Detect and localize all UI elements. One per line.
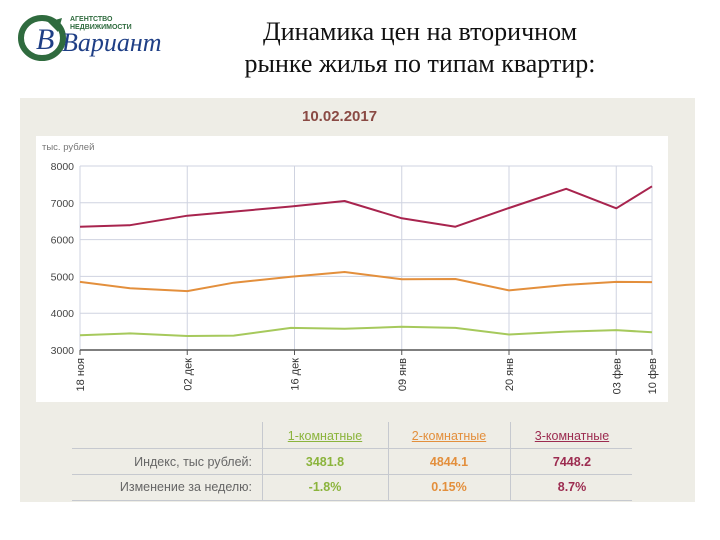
logo: B АГЕНТСТВО НЕДВИЖИМОСТИ Вариант bbox=[18, 12, 162, 62]
svg-text:B: B bbox=[36, 23, 54, 56]
plot-background bbox=[36, 136, 668, 402]
y-tick-label: 6000 bbox=[51, 235, 75, 247]
cell-change-1room: -1.8% bbox=[308, 480, 342, 494]
cell-change-2room: 0.15% bbox=[431, 480, 467, 494]
logo-tag: АГЕНТСТВО НЕДВИЖИМОСТИ bbox=[70, 16, 132, 31]
x-tick-label: 20 янв bbox=[504, 358, 516, 391]
series-line-3 bbox=[79, 185, 653, 228]
cell-index-3room: 7448.2 bbox=[552, 455, 592, 469]
x-tick-label: 10 фев bbox=[647, 358, 659, 394]
y-tick-label: 5000 bbox=[51, 271, 75, 283]
table-divider bbox=[72, 500, 632, 501]
cell-index-1room: 3481.8 bbox=[305, 455, 345, 469]
y-tick-label: 4000 bbox=[51, 308, 75, 320]
x-tick-label: 09 янв bbox=[397, 358, 409, 391]
table-header-1room: 1-комнатные bbox=[287, 429, 363, 443]
row-label-change: Изменение за неделю: bbox=[119, 480, 252, 494]
logo-name: Вариант bbox=[62, 28, 162, 57]
table-header-2room: 2-комнатные bbox=[411, 429, 487, 443]
price-line-chart: 3000 4000 5000 6000 7000 8000 18 ноя 02 дек 16 д… bbox=[36, 136, 668, 402]
slide-title: Динамика цен на вторичном рынке жилья по… bbox=[170, 16, 670, 80]
chart-date: 10.02.2017 bbox=[302, 108, 378, 125]
x-tick-label: 03 фев bbox=[611, 358, 623, 394]
slide-title-line1: Динамика цен на вторичном bbox=[262, 17, 578, 46]
table-divider bbox=[510, 422, 511, 500]
row-label-index: Индекс, тыс рублей: bbox=[134, 455, 252, 469]
x-tick-label: 16 дек bbox=[290, 358, 302, 391]
y-axis-label: тыс. рублей bbox=[42, 142, 94, 153]
summary-table: 1-комнатные 2-комнатные 3-комнатные Инде… bbox=[72, 418, 632, 502]
table-header-3room: 3-комнатные bbox=[534, 429, 610, 443]
x-tick-label: 18 ноя bbox=[75, 358, 87, 391]
x-tick-label: 02 дек bbox=[182, 358, 194, 391]
table-divider bbox=[72, 448, 632, 449]
table-divider bbox=[72, 474, 632, 475]
cell-index-2room: 4844.1 bbox=[429, 455, 469, 469]
cell-change-3room: 8.7% bbox=[557, 480, 587, 494]
y-tick-label: 3000 bbox=[51, 345, 75, 357]
series-line-1 bbox=[79, 325, 653, 337]
y-tick-label: 8000 bbox=[51, 161, 75, 173]
logo-mark-icon: B bbox=[18, 15, 66, 61]
table-divider bbox=[388, 422, 389, 500]
table-divider bbox=[262, 422, 263, 500]
series-line-2 bbox=[79, 271, 653, 293]
y-tick-label: 7000 bbox=[51, 198, 75, 210]
slide-title-line2: рынке жилья по типам квартир: bbox=[244, 49, 596, 78]
